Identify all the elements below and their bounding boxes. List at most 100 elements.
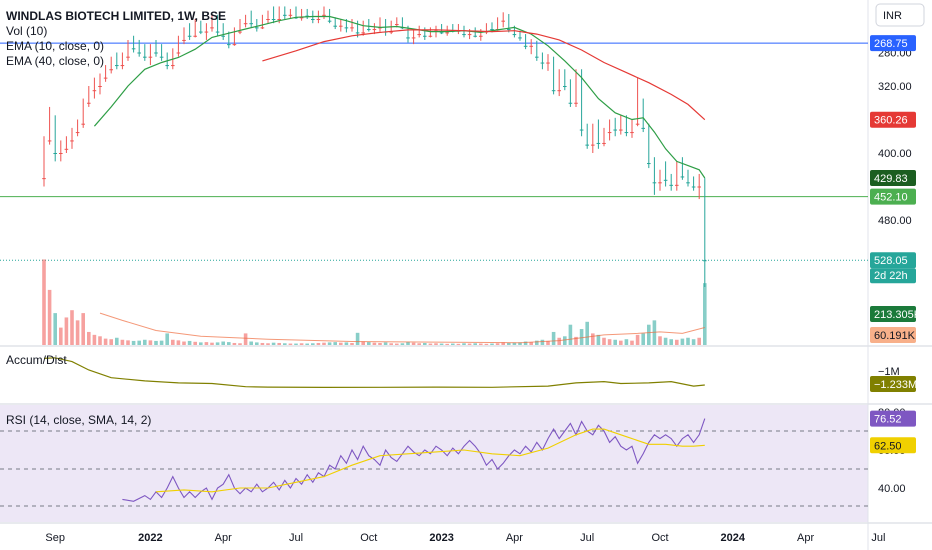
legend-ema10[interactable]: EMA (10, close, 0) xyxy=(6,39,104,53)
volume-bar xyxy=(227,342,231,345)
volume-bar xyxy=(568,324,573,345)
volume-bar xyxy=(271,342,276,345)
candle-body xyxy=(546,62,550,64)
volume-bar xyxy=(658,336,662,345)
chart-title[interactable]: WINDLAS BIOTECH LIMITED, 1W, BSE xyxy=(6,9,226,23)
candle-body xyxy=(563,86,567,87)
candle-body xyxy=(551,90,556,92)
candle-body xyxy=(652,182,657,184)
volume-bar xyxy=(389,343,393,345)
candle-body xyxy=(439,32,444,34)
candle-body xyxy=(630,132,634,134)
candle-body xyxy=(490,29,494,31)
volume-bar xyxy=(691,339,696,345)
last-price-tag-bg xyxy=(870,252,916,269)
countdown-tag-text: 2d 22h xyxy=(874,270,908,282)
candle-body xyxy=(372,29,377,31)
volume-bar xyxy=(115,337,119,345)
candle-body xyxy=(540,62,545,64)
candle-body xyxy=(199,31,203,33)
green-line-tag-text: 452.10 xyxy=(874,192,908,204)
countdown-tag-bg xyxy=(870,268,916,284)
candle-body xyxy=(87,102,91,104)
candle-body xyxy=(98,86,102,87)
candle-body xyxy=(647,163,651,165)
legend-ema40[interactable]: EMA (40, close, 0) xyxy=(6,54,104,68)
candle-body xyxy=(423,35,427,37)
volume-bar xyxy=(367,342,371,345)
candle-body xyxy=(47,140,52,142)
candle-body xyxy=(535,56,539,58)
candle-body xyxy=(602,142,606,144)
volume-bar xyxy=(266,343,270,345)
candle-body xyxy=(663,179,668,181)
accum-title[interactable]: Accum/Dist xyxy=(6,353,67,367)
volume-bar xyxy=(647,324,651,345)
volume-bar xyxy=(42,259,46,345)
volume-bar xyxy=(467,343,472,345)
candle-body xyxy=(176,52,181,54)
volume-bar xyxy=(283,343,287,345)
currency-button[interactable] xyxy=(875,3,925,27)
candle-body xyxy=(221,35,225,37)
accum-dist-line xyxy=(43,357,705,389)
volume-bar xyxy=(395,343,399,345)
time-tick-label: Apr xyxy=(215,532,232,544)
candle-body xyxy=(159,56,164,58)
rsi-title[interactable]: RSI (14, close, SMA, 14, 2) xyxy=(6,413,151,427)
volume-bar xyxy=(126,340,130,345)
ema10-tag-text: 429.83 xyxy=(874,173,908,185)
volume-bar xyxy=(210,342,214,345)
candle-body xyxy=(271,19,276,20)
volume-bar xyxy=(523,341,528,345)
volume-bar xyxy=(154,340,158,345)
ema40-tag-bg xyxy=(870,111,916,128)
volume-bar xyxy=(109,339,113,345)
candle-body xyxy=(479,35,483,37)
candle-body xyxy=(327,20,332,22)
volume-bar xyxy=(619,340,623,345)
blue-line-tag-text: 268.75 xyxy=(874,38,908,50)
volume-bar xyxy=(350,342,354,345)
volume-bar xyxy=(434,343,438,345)
volume-bar xyxy=(602,337,606,345)
volume-bar xyxy=(641,333,645,345)
volume-bar xyxy=(339,342,343,345)
volume-bar xyxy=(607,339,612,345)
horizontal-lines[interactable] xyxy=(0,42,868,261)
volume-bar xyxy=(462,343,466,345)
currency-label[interactable]: INR xyxy=(883,10,902,22)
candle-body xyxy=(596,142,601,144)
candle-body xyxy=(131,48,136,50)
volume-bar xyxy=(131,340,136,345)
candle-body xyxy=(266,19,270,20)
candle-body xyxy=(288,14,293,16)
volume-bar xyxy=(182,341,186,345)
volume-bar xyxy=(277,342,281,345)
volume-bar xyxy=(344,342,349,345)
volume-bar xyxy=(98,336,102,345)
volume-bar xyxy=(59,327,63,345)
candle-body xyxy=(322,14,326,16)
volume-bar xyxy=(171,339,175,345)
time-tick-label: Jul xyxy=(580,532,594,544)
volume-ma-line xyxy=(99,312,705,344)
volume-bar xyxy=(535,340,539,345)
candle-body xyxy=(417,34,421,36)
candle-body xyxy=(277,19,281,20)
candle-body xyxy=(395,24,399,26)
candle-body xyxy=(316,19,321,20)
candle-body xyxy=(232,44,237,46)
volume-bar xyxy=(697,337,701,345)
candle-body xyxy=(260,27,265,29)
volume-bar xyxy=(165,333,169,345)
candle-body xyxy=(579,129,584,131)
candle-body xyxy=(103,77,108,79)
volume-bar xyxy=(143,339,147,345)
volume-bar xyxy=(624,339,629,345)
volume-bar xyxy=(53,313,57,345)
volume-bar xyxy=(630,340,634,345)
candle-body xyxy=(512,34,517,36)
legend-volume[interactable]: Vol (10) xyxy=(6,24,47,38)
